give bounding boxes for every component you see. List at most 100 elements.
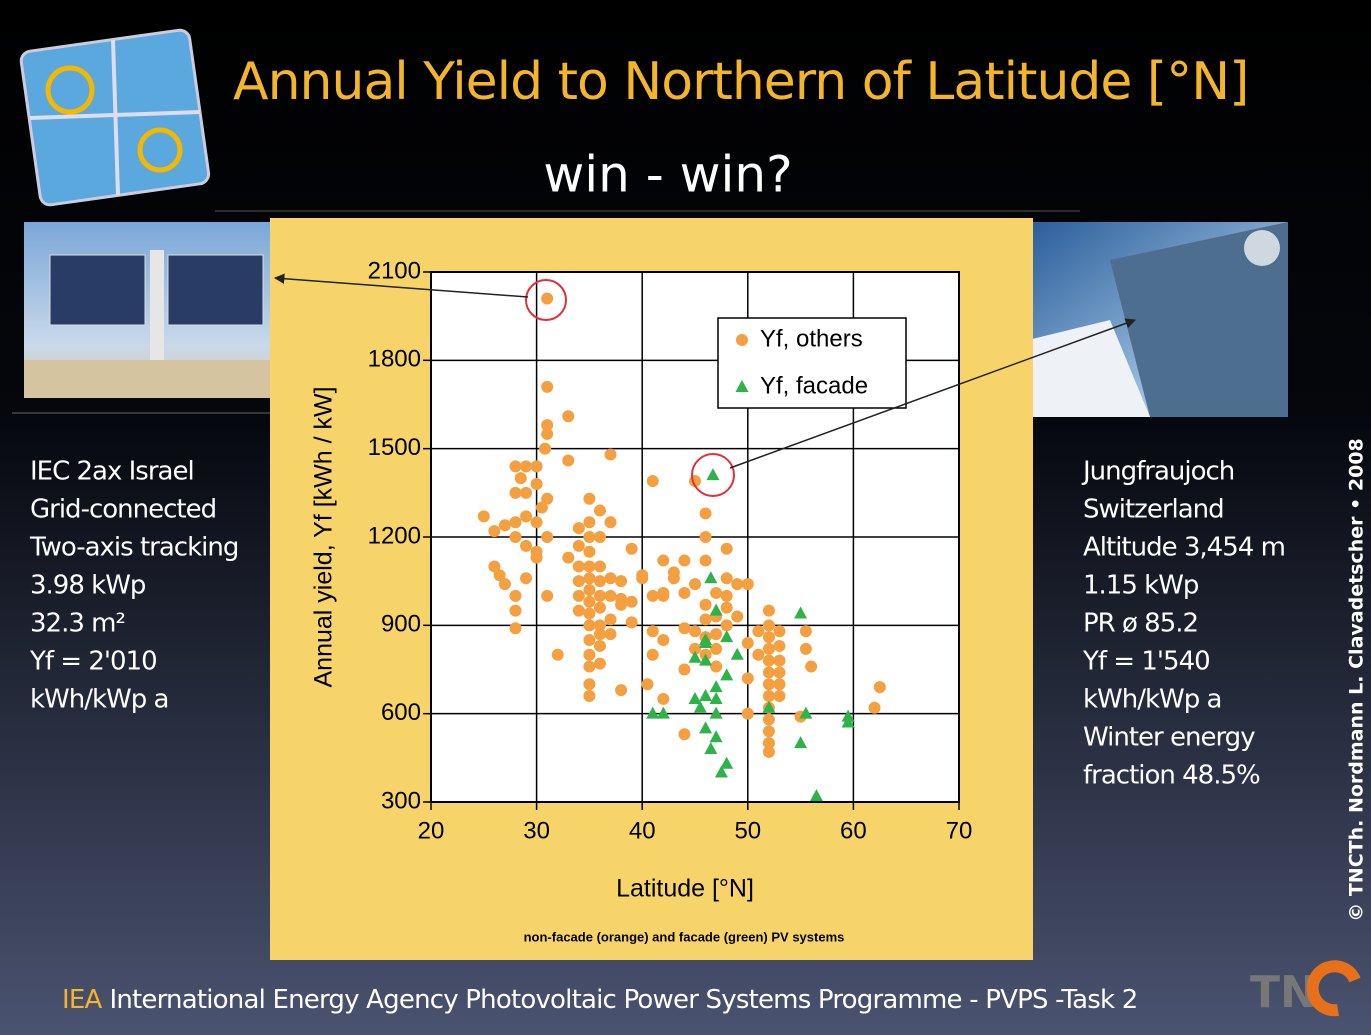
point: [509, 622, 522, 635]
left-text-line: kWh/kWp a: [30, 685, 168, 715]
point: [488, 560, 501, 573]
footer-text: International Energy Agency Photovoltaic…: [109, 985, 1137, 1015]
point: [720, 630, 734, 643]
point: [520, 486, 533, 499]
point: [667, 566, 680, 579]
left-text: IEC 2ax Israel Grid-connected Two-axis tra…: [29, 457, 239, 715]
point: [604, 572, 617, 585]
point: [678, 586, 691, 599]
point: [762, 604, 775, 617]
right-text-line: kWh/kWp a: [1083, 685, 1221, 715]
y-tick-label: 900: [381, 611, 421, 638]
point: [541, 492, 554, 505]
footer-acronym: IEA: [62, 985, 102, 1015]
point: [710, 586, 723, 599]
point: [615, 575, 628, 588]
point: [710, 642, 723, 655]
point: [646, 648, 659, 661]
point: [731, 578, 744, 591]
point: [593, 601, 606, 614]
point: [572, 575, 585, 588]
point: [710, 628, 723, 641]
point: [762, 654, 775, 667]
point: [720, 756, 734, 769]
point: [593, 575, 606, 588]
point: [799, 642, 812, 655]
point: [762, 690, 775, 702]
point: [583, 492, 596, 505]
point: [709, 691, 723, 704]
point: [583, 607, 596, 620]
point: [604, 589, 617, 602]
point: [762, 642, 775, 655]
point: [762, 619, 775, 632]
point: [657, 692, 670, 705]
point: [539, 442, 552, 455]
point: [709, 603, 723, 616]
point: [636, 572, 649, 585]
point: [699, 598, 712, 611]
point: [530, 545, 543, 558]
point: [625, 616, 638, 629]
point: [762, 700, 776, 713]
y-tick-label: 1500: [368, 434, 421, 461]
point: [541, 292, 554, 305]
slide-title: Annual Yield to Northern of Latitude [°N…: [233, 52, 1248, 112]
point: [641, 678, 654, 691]
point: [520, 510, 533, 523]
point: [530, 478, 543, 490]
point: [678, 728, 691, 741]
point: [657, 634, 670, 647]
point: [604, 516, 617, 529]
point: [873, 681, 886, 694]
point: [583, 678, 596, 691]
point: [773, 678, 786, 691]
photo-jungfraujoch: [1028, 222, 1288, 417]
y-tick-label: 1800: [368, 346, 421, 373]
legend-label: Yf, facade: [760, 372, 868, 399]
point: [799, 625, 812, 638]
point: [773, 666, 786, 679]
right-text: Jungfraujoch Switzerland Altitude 3,454 m 1…: [1081, 457, 1286, 791]
point: [773, 639, 786, 652]
left-text-line: Yf = 2'010: [29, 647, 157, 677]
point: [593, 560, 606, 573]
point: [583, 531, 596, 543]
point: [693, 700, 707, 713]
point: [535, 501, 548, 514]
point: [498, 578, 511, 591]
y-tick-label: 2100: [368, 257, 421, 284]
point: [709, 730, 723, 743]
point: [583, 648, 596, 661]
point: [530, 460, 543, 473]
point: [562, 410, 575, 423]
point: [593, 657, 606, 670]
point: [720, 542, 733, 555]
point: [689, 642, 701, 655]
copyright: © TNCTh. Nordmann L. Clavadetscher • 200…: [1346, 438, 1368, 922]
point: [514, 472, 527, 485]
point: [604, 628, 617, 641]
point: [794, 736, 808, 749]
point: [699, 689, 713, 701]
point: [593, 531, 606, 543]
plot-frame: [430, 271, 960, 803]
point: [688, 650, 702, 663]
left-text-line: Two-axis tracking: [29, 533, 238, 563]
point: [509, 531, 522, 543]
point: [593, 589, 606, 602]
point: [593, 504, 606, 517]
point: [773, 654, 786, 667]
point: [572, 589, 585, 602]
point: [520, 539, 533, 552]
point: [551, 648, 564, 661]
right-text-line: fraction 48.5%: [1083, 761, 1260, 791]
point: [868, 701, 881, 714]
left-text-line: 3.98 kWp: [30, 571, 146, 601]
point: [493, 569, 506, 582]
x-tick-label: 60: [840, 817, 867, 844]
point: [730, 647, 744, 660]
point: [720, 589, 733, 602]
point: [583, 584, 596, 596]
y-axis-label: Annual yield, Yf [kWh / kW]: [310, 386, 338, 687]
